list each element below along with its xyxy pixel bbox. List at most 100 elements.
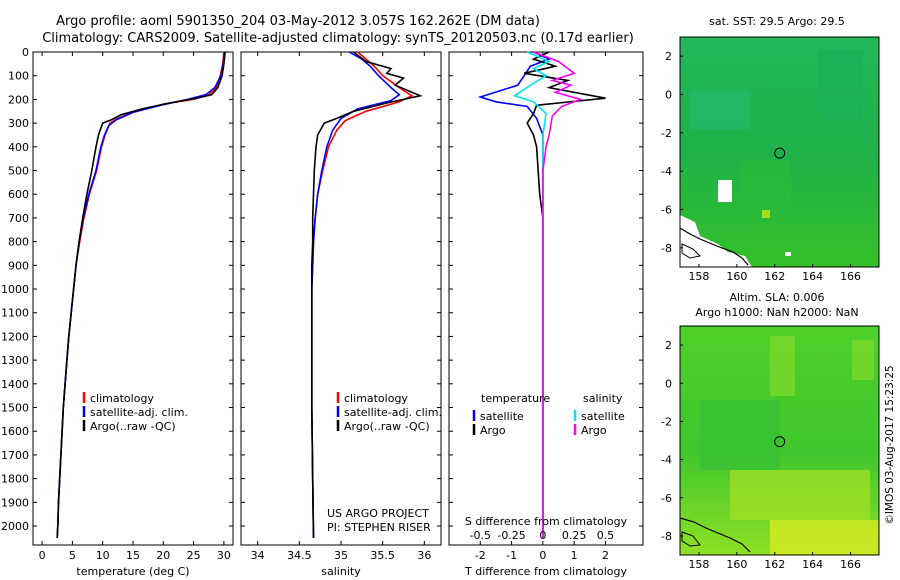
y-tick-label: 1800 [1, 473, 29, 486]
series-line-argo [533, 51, 583, 538]
x-tick-label: 0 [39, 549, 46, 562]
legend-label: satellite-adj. clim. [90, 406, 188, 419]
coastline [681, 243, 702, 259]
map-y-tick-label: -2 [661, 415, 672, 428]
x-tick-label: 15 [126, 549, 140, 562]
series-line-argo-raw-qc [311, 51, 423, 538]
map-y-tick-label: -6 [661, 204, 672, 217]
sla-map-patch [852, 340, 874, 380]
coastline [681, 531, 701, 547]
float-position-marker [774, 147, 786, 159]
y-tick-label: 1700 [1, 449, 29, 462]
x-tick-label: 1 [571, 549, 578, 562]
sst-map-title: sat. SST: 29.5 Argo: 29.5 [709, 15, 845, 28]
y-tick-label: 900 [8, 259, 29, 272]
map-y-tick-label: -6 [661, 492, 672, 505]
legend-label: satellite-adj. clim. [344, 406, 442, 419]
temperature-profile-panel: 0100200300400500600700800900100011001200… [1, 46, 234, 578]
y-tick-label: 2000 [1, 520, 29, 533]
x-tick-label: 34.5 [287, 549, 312, 562]
y-tick-label: 300 [8, 117, 29, 130]
series-line-satellite [512, 51, 552, 538]
map-x-tick-label: 160 [726, 558, 747, 571]
map-y-tick-label: -4 [661, 454, 672, 467]
x-tick-label: 36 [417, 549, 431, 562]
map-y-tick-label: -8 [661, 530, 672, 543]
salinity-profile-panel: 34 34.5 35 35.5 36 salinity climatologysatelli… [240, 51, 442, 578]
map-y-tick-label: -4 [661, 165, 672, 178]
sst-map-frame [679, 36, 880, 268]
x-axis-label: salinity [321, 565, 361, 578]
map-y-tick-label: -2 [661, 127, 672, 140]
sst-map-missing-patch [785, 252, 791, 256]
map-y-tick-label: 2 [665, 339, 672, 352]
sla-map-patch [770, 336, 795, 396]
x-tick-label: 35 [334, 549, 348, 562]
legend-header-temperature: temperature [481, 392, 550, 405]
y-tick-label: 800 [8, 236, 29, 249]
map-y-tick-label: 0 [665, 377, 672, 390]
y-tick-label: 1900 [1, 496, 29, 509]
sst-map-patch [818, 50, 863, 120]
y-tick-label: 0 [22, 46, 29, 59]
y-tick-label: 1500 [1, 402, 29, 415]
sla-map-patch [730, 470, 870, 520]
sla-map-patch [700, 400, 780, 470]
s-difference-tick-label: -0.5 [470, 529, 491, 542]
map-x-tick-label: 160 [726, 270, 747, 283]
map-y-tick-label: -8 [661, 242, 672, 255]
legend-label: climatology [344, 392, 408, 405]
sla-map-panel: Altim. SLA: 0.006 Argo h1000: NaN h2000:… [661, 291, 880, 571]
coastline [680, 227, 749, 266]
y-tick-label: 600 [8, 188, 29, 201]
sst-map-panel: sat. SST: 29.5 Argo: 29.5 158 160 162 164 16… [661, 15, 880, 283]
y-tick-label: 1300 [1, 354, 29, 367]
map-y-tick-label: 0 [665, 89, 672, 102]
x-tick-label: -2 [475, 549, 486, 562]
series-line-argo-raw-qc [56, 51, 226, 538]
x-axis-label: temperature (deg C) [76, 565, 189, 578]
y-tick-label: 1600 [1, 425, 29, 438]
sst-map-missing-patch [718, 180, 732, 202]
coastline [680, 517, 751, 553]
y-tick-label: 1000 [1, 283, 29, 296]
y-tick-label: 1400 [1, 378, 29, 391]
y-tick-label: 200 [8, 93, 29, 106]
map-x-tick-label: 162 [764, 558, 785, 571]
legend-label: satellite [480, 410, 524, 423]
x-tick-label: -1 [506, 549, 517, 562]
s-difference-axis-label: S difference from climatology [465, 515, 628, 528]
s-difference-tick-label: 0.5 [597, 529, 615, 542]
plot-frame [32, 51, 234, 546]
x-axis-label: T difference from climatology [464, 565, 627, 578]
plot-frame [240, 51, 442, 546]
y-tick-label: 500 [8, 165, 29, 178]
x-tick-label: 10 [96, 549, 110, 562]
x-tick-label: 25 [187, 549, 201, 562]
legend-label: Argo(..raw -QC) [344, 420, 430, 433]
map-x-tick-label: 164 [802, 270, 823, 283]
legend-label: climatology [90, 392, 154, 405]
y-tick-label: 400 [8, 141, 29, 154]
sla-map-frame [679, 325, 880, 556]
map-x-tick-label: 164 [802, 558, 823, 571]
sst-map-patch [690, 90, 750, 130]
project-annotation: PI: STEPHEN RISER [327, 521, 431, 534]
map-x-tick-label: 162 [764, 270, 785, 283]
x-tick-label: 0 [539, 549, 546, 562]
map-x-tick-label: 166 [840, 270, 861, 283]
figure-title-line1: Argo profile: aoml 5901350_204 03-May-20… [56, 14, 540, 29]
y-tick-label: 1200 [1, 330, 29, 343]
figure-title-line2: Climatology: CARS2009. Satellite-adjuste… [42, 31, 634, 46]
x-tick-label: 20 [156, 549, 170, 562]
y-tick-label: 100 [8, 70, 29, 83]
map-x-tick-label: 158 [688, 558, 709, 571]
sla-map-patch [770, 520, 879, 555]
plot-frame [448, 51, 644, 546]
legend-label: satellite [581, 410, 625, 423]
y-tick-label: 700 [8, 212, 29, 225]
map-y-tick-label: 2 [665, 50, 672, 63]
sla-map-title-line1: Altim. SLA: 0.006 [729, 291, 824, 304]
difference-profile-panel: -2 -1 0 1 2 T difference from climatology temp… [448, 51, 644, 578]
sla-map-title-line2: Argo h1000: NaN h2000: NaN [695, 306, 858, 319]
